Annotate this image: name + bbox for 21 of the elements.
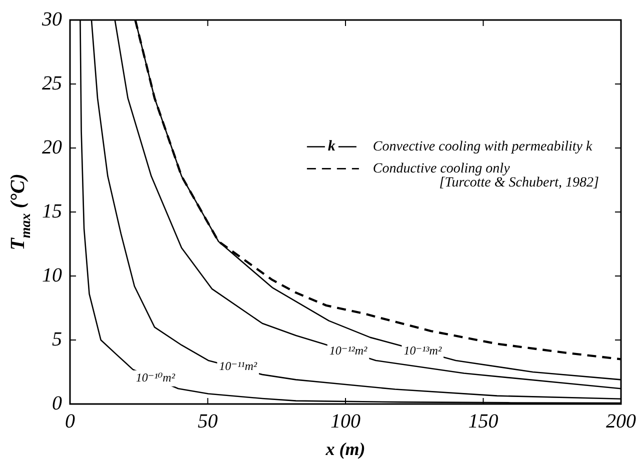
y-tick-label: 25 <box>42 72 62 94</box>
y-tick-label: 30 <box>41 8 62 30</box>
y-tick-label: 10 <box>42 264 62 286</box>
y-axis-title: Tmax (°C) <box>7 174 34 250</box>
annotation: k <box>328 138 336 155</box>
x-tick-label: 50 <box>198 410 218 432</box>
annotation: 10⁻¹³m² <box>404 344 442 358</box>
y-tick-label: 0 <box>52 392 62 414</box>
y-tick-label: 5 <box>52 328 62 350</box>
annotation: 10⁻¹¹m² <box>219 359 258 374</box>
x-axis-title: x (m) <box>324 439 366 459</box>
x-tick-label: 200 <box>606 410 636 432</box>
x-tick-label: 150 <box>468 410 498 432</box>
annotation: 10⁻¹⁰m² <box>136 370 176 385</box>
x-tick-label: 100 <box>330 410 360 432</box>
annotation: 10⁻¹²m² <box>329 344 368 358</box>
annotation: [Turcotte & Schubert, 1982] <box>439 175 599 190</box>
annotation: Convective cooling with permeability k <box>372 139 593 154</box>
legend-label: Conductive cooling only <box>372 161 511 176</box>
y-tick-label: 20 <box>42 136 62 158</box>
y-tick-label: 15 <box>42 200 62 222</box>
